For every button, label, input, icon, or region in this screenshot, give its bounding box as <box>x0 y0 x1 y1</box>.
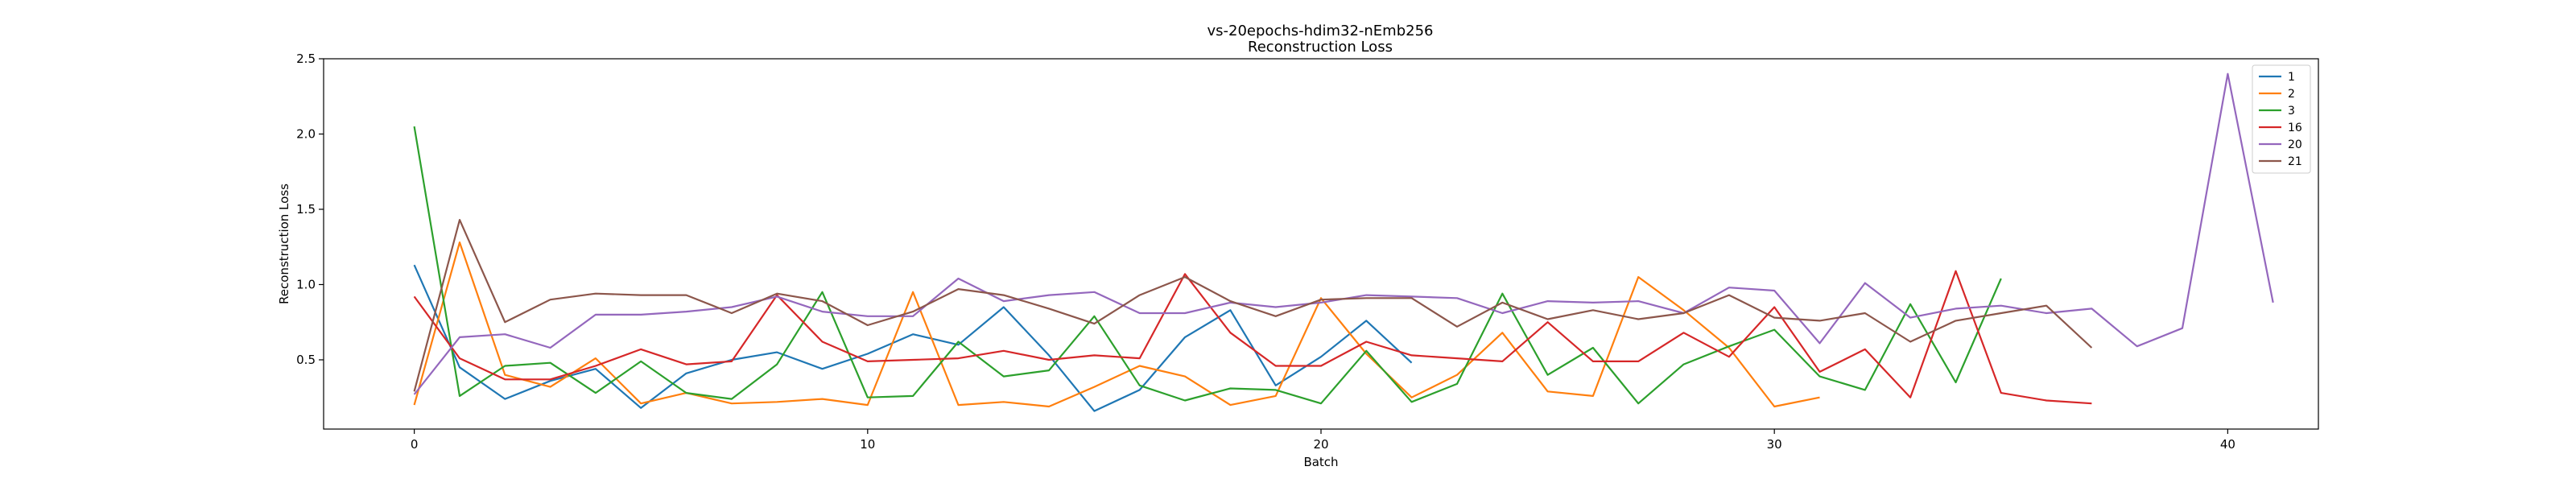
x-tick-label: 10 <box>860 437 875 452</box>
series-line-3 <box>413 126 2002 405</box>
series-line-1 <box>413 264 1413 412</box>
legend-label-1: 1 <box>2288 71 2295 84</box>
legend-label-20: 20 <box>2288 138 2302 151</box>
series-line-21 <box>413 219 2093 392</box>
y-tick-label: 1.0 <box>296 277 316 291</box>
legend-label-16: 16 <box>2288 122 2302 134</box>
x-axis-label: Batch <box>1303 455 1338 469</box>
legend-box <box>2252 64 2311 174</box>
legend-label-3: 3 <box>2288 105 2295 118</box>
y-tick-label: 2.5 <box>296 52 316 66</box>
y-tick-label: 2.0 <box>296 126 316 141</box>
x-tick-label: 20 <box>1313 437 1328 452</box>
y-tick-label: 0.5 <box>296 353 316 367</box>
plot-area-frame <box>323 58 2319 430</box>
y-axis-label: Reconstruction Loss <box>277 184 291 304</box>
series-layer <box>413 72 2274 412</box>
y-tick-label: 1.5 <box>296 202 316 217</box>
legend-label-21: 21 <box>2288 155 2302 168</box>
x-tick-label: 40 <box>2220 437 2235 452</box>
axis-ticks: 0 10 20 30 40 0.5 1.0 1.5 2.0 2.5 <box>296 52 2235 452</box>
legend: 1 2 3 16 20 21 <box>2252 64 2311 174</box>
x-tick-label: 30 <box>1767 437 1782 452</box>
series-line-16 <box>413 270 2092 405</box>
chart-subtitle: Reconstruction Loss <box>1248 39 1393 56</box>
legend-label-2: 2 <box>2288 88 2295 101</box>
x-tick-label: 0 <box>411 437 419 452</box>
series-line-2 <box>413 242 1820 408</box>
chart-title: vs-20epochs-hdim32-nEmb256 <box>1208 23 1434 39</box>
